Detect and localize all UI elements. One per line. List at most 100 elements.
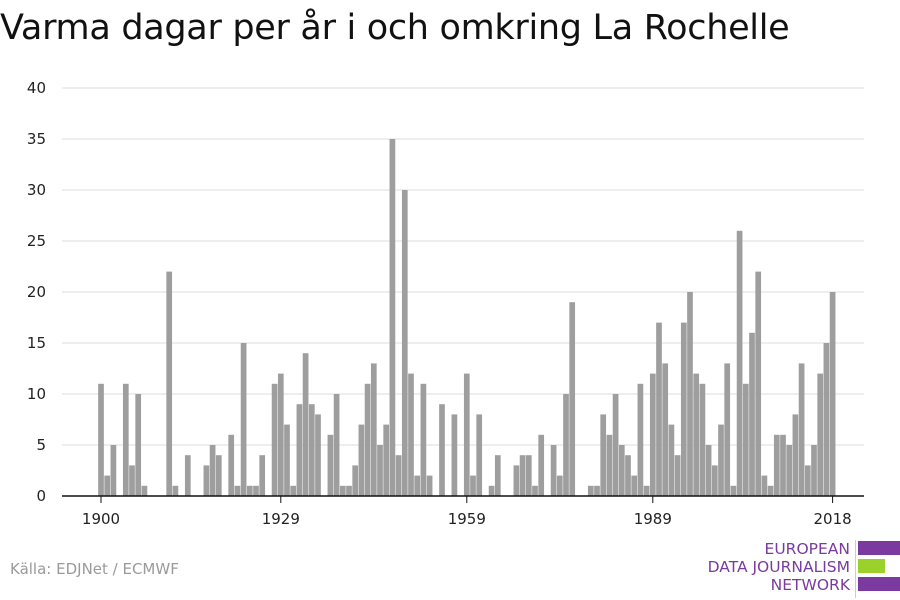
x-tick-label: 1989 <box>634 510 672 528</box>
bar-1931 <box>290 485 297 496</box>
bar-1941 <box>352 465 359 496</box>
bar-2007 <box>761 475 768 496</box>
bar-1943 <box>364 383 371 496</box>
bar-1963 <box>488 485 495 496</box>
x-tick-label: 1959 <box>448 510 486 528</box>
bar-1976 <box>569 302 576 496</box>
bar-2006 <box>755 271 762 496</box>
bar-1960 <box>470 475 476 496</box>
bar-1996 <box>693 373 700 496</box>
bar-1994 <box>680 322 687 496</box>
bar-1989 <box>649 373 656 496</box>
bar-1933 <box>302 353 309 496</box>
bar-2004 <box>742 383 749 496</box>
bar-2012 <box>792 414 799 496</box>
edjnet-logo: EUROPEAN DATA JOURNALISM NETWORK <box>700 540 900 598</box>
bar-1923 <box>240 343 247 496</box>
bar-1984 <box>618 445 625 496</box>
bar-1988 <box>643 485 650 496</box>
y-tick-label: 20 <box>27 283 46 301</box>
bar-1973 <box>550 445 557 496</box>
bar-1998 <box>705 445 712 496</box>
bar-1911 <box>166 271 173 496</box>
bar-1906 <box>135 394 142 496</box>
bar-1934 <box>308 404 315 496</box>
bar-1975 <box>563 394 569 496</box>
logo-line-1: EUROPEAN <box>764 540 850 558</box>
bar-1990 <box>656 322 662 496</box>
x-tick-label: 1900 <box>82 510 120 528</box>
bar-1921 <box>228 434 235 496</box>
bar-1991 <box>662 363 669 496</box>
bar-1980 <box>594 485 600 496</box>
bar-1930 <box>284 424 290 496</box>
bar-1945 <box>377 445 383 496</box>
bar-1937 <box>327 434 334 496</box>
bar-1905 <box>129 465 135 496</box>
bar-1925 <box>253 485 259 496</box>
bar-1995 <box>687 292 693 496</box>
bar-1919 <box>215 455 222 496</box>
bar-1949 <box>401 190 408 496</box>
y-tick-label: 25 <box>27 232 46 250</box>
bar-1939 <box>339 485 346 496</box>
bar-2008 <box>767 485 774 496</box>
bar-2002 <box>730 485 737 496</box>
bar-1947 <box>389 139 396 496</box>
bar-1967 <box>513 465 520 496</box>
y-axis: 0 5 10 15 20 25 30 35 40 <box>27 79 46 505</box>
bar-1917 <box>203 465 210 496</box>
bars <box>98 139 836 497</box>
bar-1964 <box>494 455 501 496</box>
bar-1985 <box>625 455 631 496</box>
bar-2011 <box>786 445 793 496</box>
bar-1959 <box>463 373 470 496</box>
y-tick-label: 35 <box>27 130 46 148</box>
bar-2001 <box>724 363 731 496</box>
bar-1953 <box>426 475 433 496</box>
logo-divider <box>855 540 856 598</box>
bar-2017 <box>823 343 830 496</box>
bar-1929 <box>277 373 284 496</box>
bar-2010 <box>780 434 786 496</box>
bar-1979 <box>587 485 594 496</box>
bar-1974 <box>556 475 563 496</box>
bar-1970 <box>532 485 538 496</box>
x-tick-label: 1929 <box>262 510 300 528</box>
bar-1993 <box>674 455 681 496</box>
bar-1932 <box>296 404 303 496</box>
grid-lines <box>62 87 864 446</box>
bar-1969 <box>525 455 532 496</box>
bar-2016 <box>817 373 824 496</box>
bar-1926 <box>259 455 266 496</box>
bar-1982 <box>606 434 613 496</box>
bar-2009 <box>773 434 780 496</box>
y-tick-label: 15 <box>27 334 46 352</box>
bar-1901 <box>104 475 111 496</box>
y-tick-label: 30 <box>27 181 46 199</box>
bar-1924 <box>246 485 253 496</box>
bar-1907 <box>141 485 148 496</box>
bar-2018 <box>829 292 836 496</box>
bar-1938 <box>333 394 340 496</box>
logo-bar-1 <box>858 541 900 555</box>
bar-1912 <box>172 485 179 496</box>
bar-2005 <box>749 332 755 496</box>
logo-line-3: NETWORK <box>770 576 850 594</box>
bar-1992 <box>668 424 675 496</box>
bar-1928 <box>271 383 278 496</box>
bar-1952 <box>420 383 427 496</box>
bar-1948 <box>395 455 402 496</box>
logo-bar-3 <box>858 577 900 591</box>
bar-1922 <box>234 485 241 496</box>
bar-1968 <box>519 455 526 496</box>
y-tick-label: 0 <box>36 487 46 505</box>
bar-1981 <box>600 414 607 496</box>
bar-1918 <box>209 445 216 496</box>
bar-1951 <box>414 475 421 496</box>
bar-1999 <box>711 465 718 496</box>
bar-1914 <box>184 455 191 496</box>
bar-1935 <box>315 414 321 496</box>
x-tick-label: 2018 <box>814 510 852 528</box>
bar-1997 <box>699 383 706 496</box>
